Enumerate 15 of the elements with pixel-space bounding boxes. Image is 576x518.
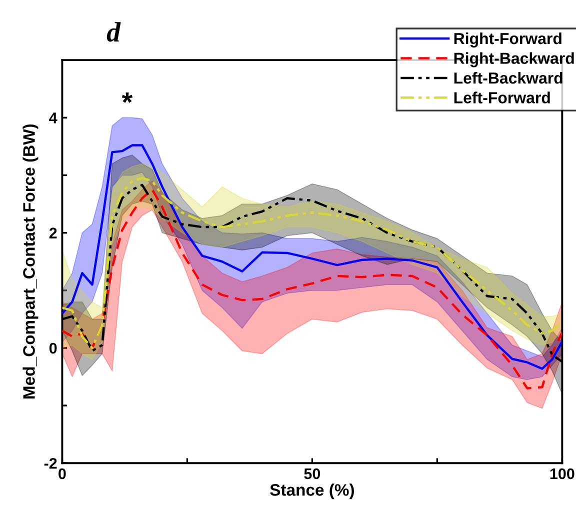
y-tick-label: 4 — [49, 112, 58, 124]
legend-label: Left-Backward — [454, 72, 562, 84]
y-tick-label: 2 — [49, 228, 57, 238]
x-tick-label: 0 — [58, 468, 66, 480]
annotation: * — [122, 92, 133, 103]
x-tick-label: 100 — [550, 468, 574, 480]
y-axis-title: Med_Compart_Contact Force (BW) — [22, 124, 38, 398]
legend-label: Left-Forward — [454, 92, 550, 104]
y-tick-label: 0 — [49, 342, 57, 354]
chart-title: d — [106, 22, 121, 42]
y-tick-label: -2 — [44, 458, 57, 469]
x-axis-title: Stance (%) — [270, 484, 354, 500]
legend-label: Right-Backward — [454, 52, 574, 68]
legend-label: Right-Forward — [454, 32, 562, 48]
x-tick-label: 50 — [304, 468, 320, 480]
